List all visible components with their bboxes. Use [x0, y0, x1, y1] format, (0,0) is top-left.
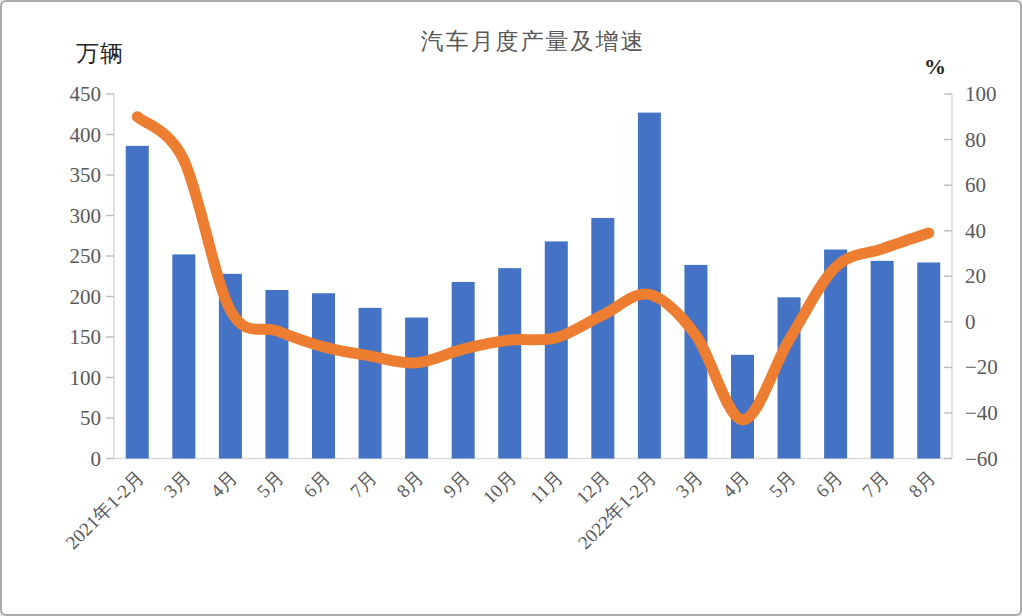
x-axis-label: 5月	[253, 466, 288, 501]
bar-11月	[545, 241, 568, 458]
left-axis-tick-label: 250	[70, 244, 102, 268]
x-axis-label: 7月	[346, 466, 381, 501]
chart-window: 汽车月度产量及增速 万辆 % 4504003503002502001501005…	[0, 0, 1022, 616]
left-axis-unit-label: 万辆	[76, 38, 124, 69]
x-axis-label: 4月	[718, 466, 753, 501]
bar-6月	[312, 293, 335, 458]
bar-8月	[405, 318, 428, 459]
right-axis-tick-label: 40	[965, 219, 986, 243]
bar-8月	[917, 262, 940, 458]
right-axis-tick-label: −60	[965, 447, 998, 471]
x-axis-label: 10月	[479, 466, 521, 508]
bar-9月	[452, 282, 475, 459]
left-axis-tick-label: 350	[70, 163, 102, 187]
right-axis-tick-label: −40	[965, 401, 998, 425]
left-axis-tick-label: 300	[70, 204, 102, 228]
bar-2022年1-2月	[638, 113, 661, 459]
right-axis-tick-label: 80	[965, 128, 986, 152]
x-axis-label: 3月	[672, 466, 707, 501]
right-axis-tick-label: 20	[965, 264, 986, 288]
x-axis-label: 2021年1-2月	[62, 466, 148, 552]
right-axis-tick-label: 0	[965, 310, 976, 334]
x-axis-label: 7月	[858, 466, 893, 501]
x-axis-label: 4月	[206, 466, 241, 501]
left-axis-tick-label: 450	[70, 82, 102, 106]
left-axis-tick-label: 200	[70, 285, 102, 309]
x-axis-label: 11月	[526, 466, 567, 507]
bar-2021年1-2月	[126, 146, 149, 459]
left-axis-tick-label: 50	[80, 406, 101, 430]
chart-title: 汽车月度产量及增速	[42, 26, 1022, 57]
growth-rate-line	[137, 117, 928, 420]
chart-plot-area: 450400350300250200150100500100806040200−…	[2, 2, 1022, 616]
bar-10月	[498, 268, 521, 458]
right-axis-tick-label: −20	[965, 355, 998, 379]
bar-3月	[172, 254, 195, 458]
right-axis-tick-label: 100	[965, 82, 997, 106]
bar-5月	[265, 290, 288, 458]
bar-12月	[591, 218, 614, 459]
left-axis-tick-label: 0	[91, 447, 102, 471]
x-axis-label: 5月	[765, 466, 800, 501]
x-axis-label: 6月	[811, 466, 846, 501]
x-axis-label: 3月	[160, 466, 195, 501]
x-axis-label: 8月	[392, 466, 427, 501]
left-axis-tick-label: 100	[70, 366, 102, 390]
bar-7月	[359, 308, 382, 459]
bar-7月	[871, 261, 894, 459]
x-axis-label: 6月	[299, 466, 334, 501]
x-axis-label: 12月	[572, 466, 614, 508]
x-axis-label: 8月	[905, 466, 940, 501]
left-axis-tick-label: 150	[70, 325, 102, 349]
left-axis-tick-label: 400	[70, 123, 102, 147]
right-axis-unit-label: %	[924, 54, 946, 80]
right-axis-tick-label: 60	[965, 173, 986, 197]
x-axis-label: 9月	[439, 466, 474, 501]
